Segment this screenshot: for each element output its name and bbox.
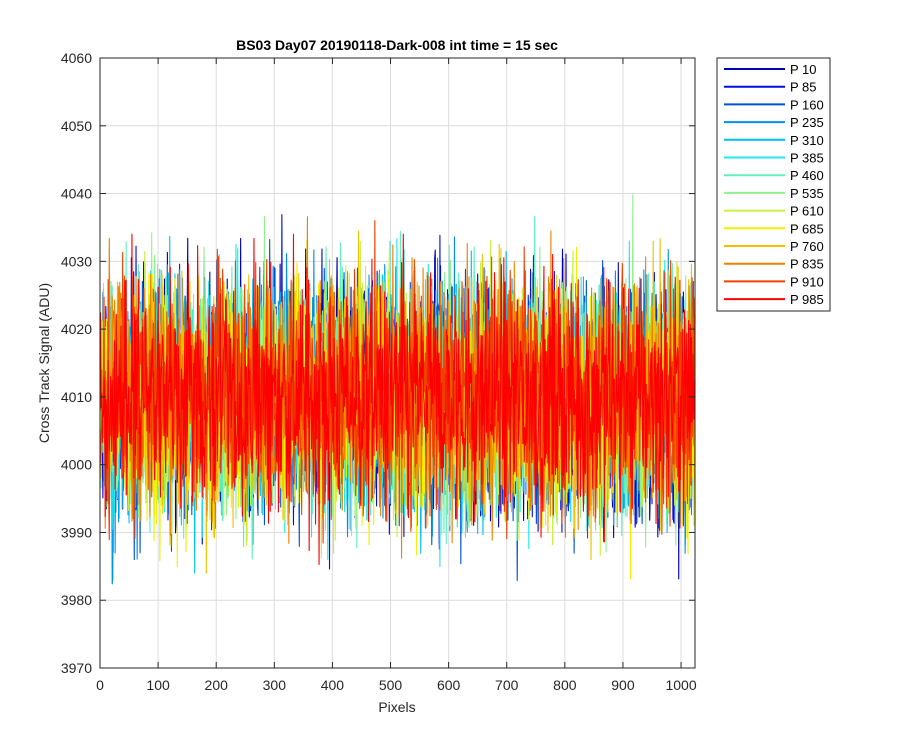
legend-label: P 535 xyxy=(790,186,824,201)
y-tick-label: 4020 xyxy=(61,321,92,337)
legend-label: P 235 xyxy=(790,115,824,130)
y-tick-label: 4040 xyxy=(61,186,92,202)
y-tick-label: 4010 xyxy=(61,389,92,405)
y-tick-label: 4060 xyxy=(61,50,92,66)
legend-label: P 985 xyxy=(790,292,824,307)
y-tick-label: 4000 xyxy=(61,457,92,473)
legend-label: P 460 xyxy=(790,168,824,183)
x-tick-label: 200 xyxy=(205,677,229,693)
legend-box xyxy=(717,58,830,311)
legend-label: P 310 xyxy=(790,133,824,148)
legend: P 10 P 85 P 160 P 235 P 310 P 385 P 460 P 535 P … xyxy=(717,58,830,311)
legend-label: P 760 xyxy=(790,239,824,254)
chart-title: BS03 Day07 20190118-Dark-008 int time = … xyxy=(236,37,558,53)
x-tick-label: 0 xyxy=(96,677,104,693)
legend-label: P 10 xyxy=(790,62,817,77)
y-tick-label: 3980 xyxy=(61,592,92,608)
legend-label: P 85 xyxy=(790,80,817,95)
y-axis-title: Cross Track Signal (ADU) xyxy=(36,283,52,443)
x-tick-label: 300 xyxy=(263,677,287,693)
legend-label: P 385 xyxy=(790,151,824,166)
legend-label: P 610 xyxy=(790,204,824,219)
x-tick-label: 500 xyxy=(379,677,403,693)
x-tick-label: 800 xyxy=(553,677,577,693)
legend-label: P 685 xyxy=(790,221,824,236)
y-tick-label: 4030 xyxy=(61,253,92,269)
legend-label: P 835 xyxy=(790,257,824,272)
y-tick-label: 3990 xyxy=(61,524,92,540)
x-tick-label: 700 xyxy=(495,677,519,693)
legend-label: P 160 xyxy=(790,97,824,112)
legend-label: P 910 xyxy=(790,274,824,289)
x-tick-label: 400 xyxy=(321,677,345,693)
x-tick-label: 600 xyxy=(437,677,461,693)
x-tick-label: 100 xyxy=(146,677,170,693)
x-axis-title: Pixels xyxy=(378,699,415,715)
x-tick-label: 1000 xyxy=(665,677,696,693)
y-tick-label: 3970 xyxy=(61,660,92,676)
y-tick-label: 4050 xyxy=(61,118,92,134)
x-tick-label: 900 xyxy=(611,677,635,693)
